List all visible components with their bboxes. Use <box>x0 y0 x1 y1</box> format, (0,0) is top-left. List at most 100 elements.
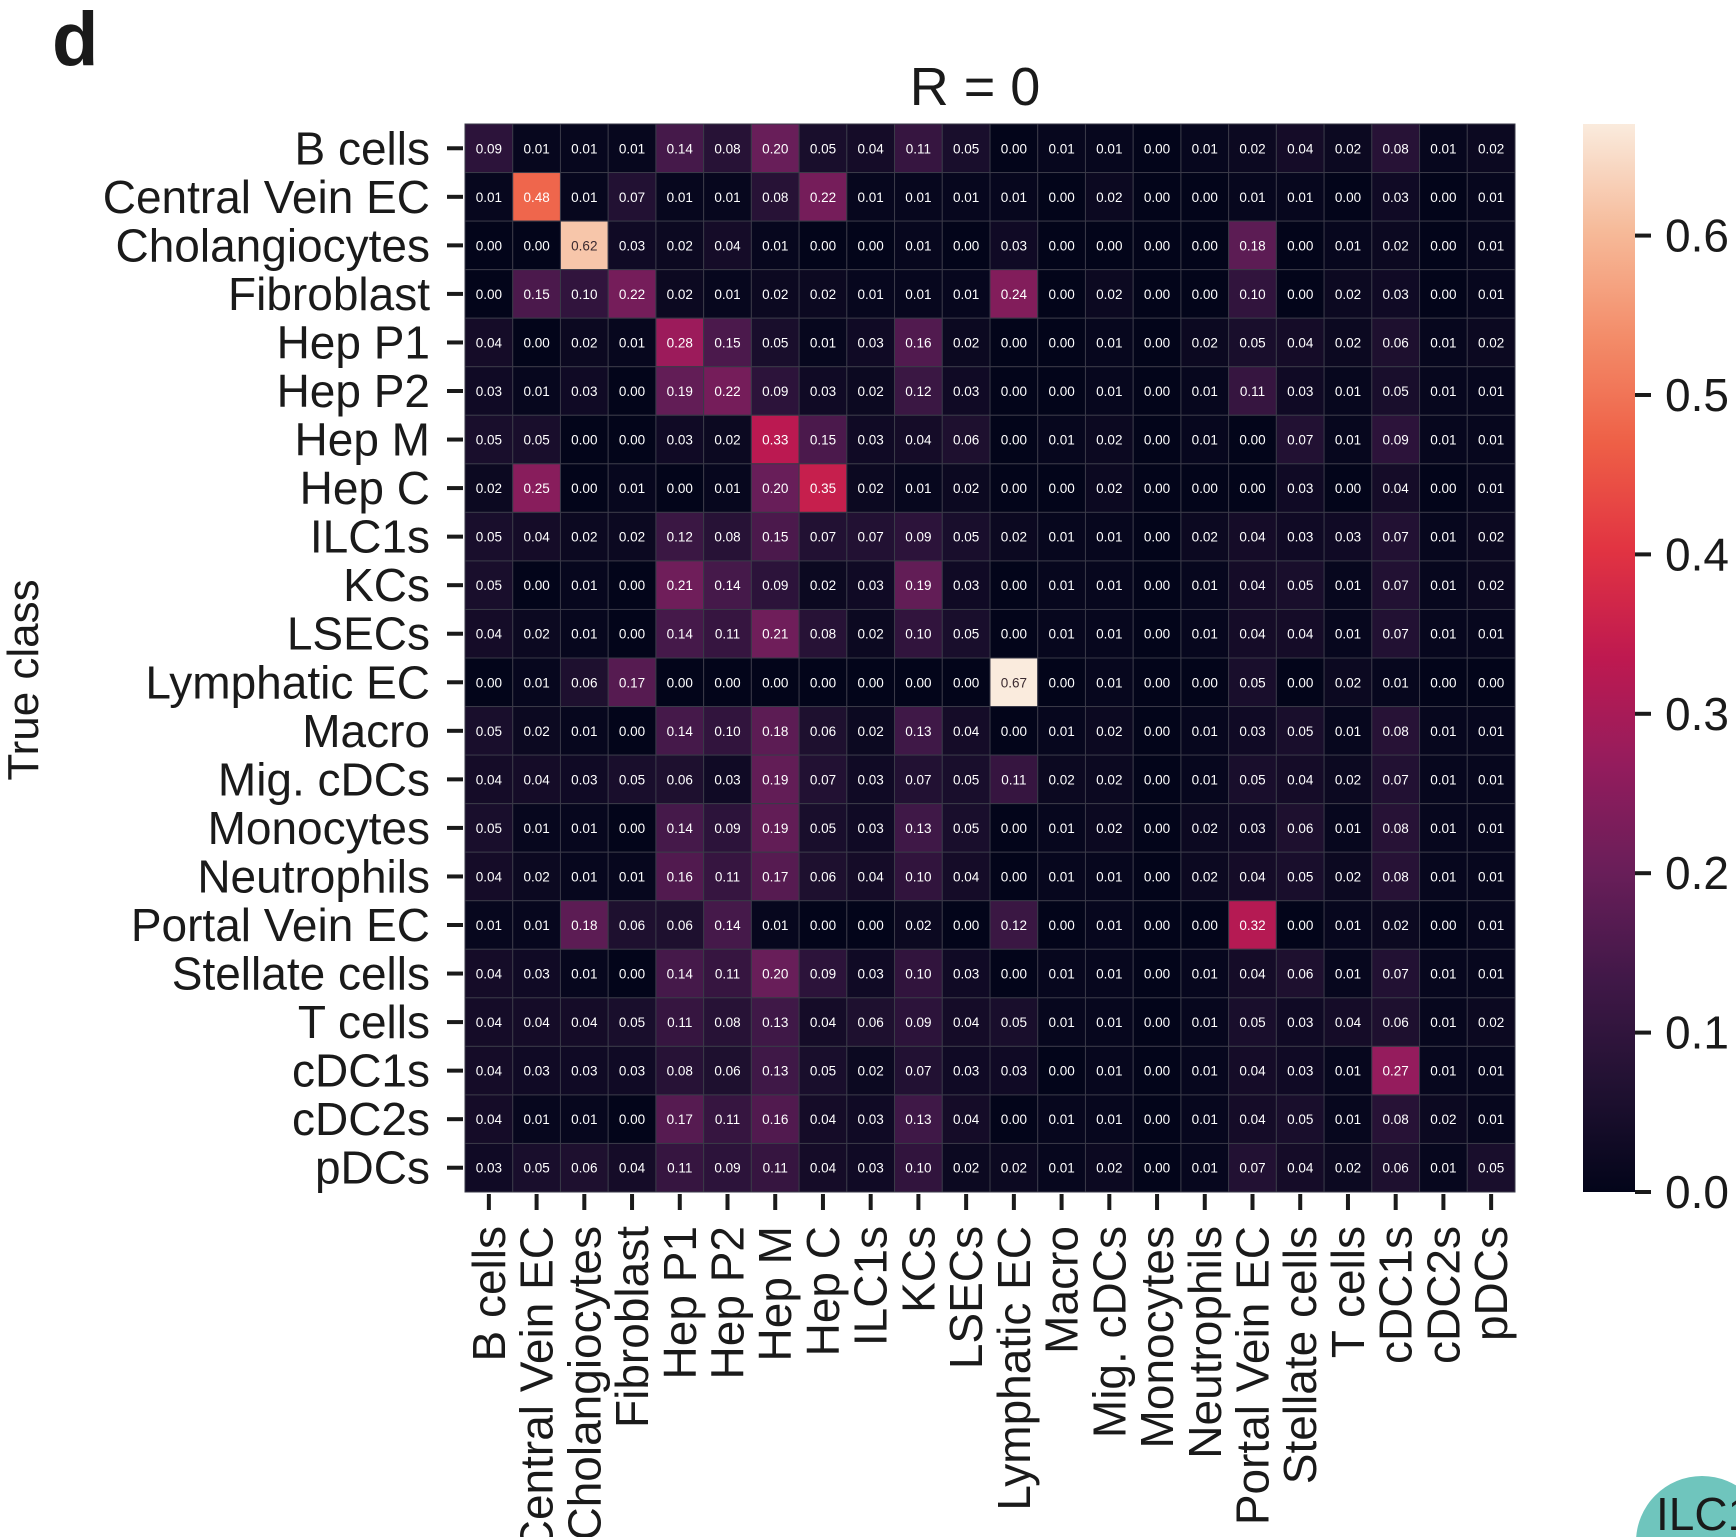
heatmap-cell <box>655 511 705 562</box>
heatmap-cell <box>798 900 848 950</box>
cell-value-label: 0.11 <box>715 869 740 884</box>
cell-value-label: 0.02 <box>905 918 931 933</box>
heatmap-cell <box>1228 220 1277 271</box>
heatmap-cell <box>1419 560 1468 610</box>
cell-value-label: 0.11 <box>715 1112 740 1127</box>
x-tick-label: Central Vein EC <box>511 1226 563 1537</box>
cell-value-label: 0.02 <box>762 287 788 302</box>
cell-value-label: 0.02 <box>1001 1161 1027 1176</box>
cell-value-label: 0.01 <box>523 821 549 836</box>
cell-value-label: 0.04 <box>1287 627 1314 642</box>
cell-value-label: 0.01 <box>571 1112 597 1127</box>
cell-value-label: 0.22 <box>810 190 836 205</box>
heatmap-cell <box>1466 851 1516 902</box>
y-tick-label: LSECs <box>287 608 430 660</box>
heatmap-cell <box>559 754 609 805</box>
cell-value-label: 0.04 <box>953 724 980 739</box>
cell-value-label: 0.01 <box>1335 821 1361 836</box>
cell-value-label: 0.01 <box>1192 1161 1218 1176</box>
cell-value-label: 0.02 <box>1192 530 1218 545</box>
cell-value-label: 0.01 <box>1096 141 1122 156</box>
cell-value-label: 0.05 <box>1478 1161 1504 1176</box>
cell-value-label: 0.00 <box>619 384 645 399</box>
heatmap-cell <box>1275 366 1325 416</box>
cell-value-label: 0.02 <box>858 627 884 642</box>
heatmap-cell <box>655 220 705 271</box>
heatmap-cell <box>750 1142 800 1193</box>
cell-value-label: 0.01 <box>1048 724 1074 739</box>
cell-value-label: 0.02 <box>1335 772 1361 787</box>
heatmap-cell <box>1275 123 1325 174</box>
heatmap-cell <box>1466 560 1516 610</box>
cell-value-label: 0.04 <box>523 772 550 787</box>
cell-value-label: 0.04 <box>810 1112 837 1127</box>
cell-value-label: 0.04 <box>1383 481 1410 496</box>
heatmap-cell <box>1037 366 1086 416</box>
heatmap-cell <box>750 657 800 708</box>
cell-value-label: 0.04 <box>476 1112 503 1127</box>
cell-value-label: 0.01 <box>1335 724 1361 739</box>
cell-value-label: 0.02 <box>1096 821 1122 836</box>
cell-value-label: 0.05 <box>953 141 979 156</box>
heatmap-cell <box>1180 560 1230 610</box>
cell-value-label: 0.25 <box>523 481 549 496</box>
heatmap-cell <box>703 1094 752 1144</box>
cell-value-label: 0.01 <box>1048 141 1074 156</box>
heatmap-cell <box>464 948 514 999</box>
heatmap-cell <box>1371 706 1421 756</box>
heatmap-cell <box>1132 608 1182 659</box>
cell-value-label: 0.06 <box>714 1064 740 1079</box>
cell-value-label: 0.04 <box>714 238 741 253</box>
x-tick-label: pDCs <box>1465 1226 1517 1341</box>
heatmap-cell <box>1228 851 1277 902</box>
cell-value-label: 0.11 <box>763 1161 788 1176</box>
heatmap-cell <box>1419 706 1468 756</box>
cell-value-label: 0.00 <box>1430 190 1456 205</box>
heatmap-cell <box>1466 1142 1516 1193</box>
heatmap-cell <box>559 511 609 562</box>
cell-value-label: 0.00 <box>1239 433 1265 448</box>
cell-value-label: 0.21 <box>762 627 788 642</box>
heatmap-cell <box>989 511 1039 562</box>
x-tick-label: KCs <box>892 1226 944 1313</box>
heatmap-cell <box>941 511 991 562</box>
heatmap-cell <box>798 657 848 708</box>
heatmap-cell <box>703 123 752 174</box>
heatmap-cell <box>703 1142 752 1193</box>
cell-value-label: 0.00 <box>1430 287 1456 302</box>
heatmap-cell <box>1037 511 1086 562</box>
cell-value-label: 0.09 <box>476 141 502 156</box>
cell-value-label: 0.05 <box>476 530 502 545</box>
heatmap-cell <box>1466 123 1516 174</box>
heatmap-cell <box>941 706 991 756</box>
heatmap-cell <box>941 414 991 465</box>
cell-value-label: 0.04 <box>858 869 885 884</box>
heatmap-cell <box>1132 1142 1182 1193</box>
y-axis-label: True class <box>0 579 48 780</box>
cell-value-label: 0.01 <box>714 190 740 205</box>
heatmap-cell <box>1323 269 1373 319</box>
cell-value-label: 0.17 <box>667 1112 693 1127</box>
cell-value-label: 0.01 <box>1192 384 1218 399</box>
heatmap-cell <box>750 317 800 368</box>
heatmap-cell <box>464 511 514 562</box>
cell-value-label: 0.02 <box>858 1064 884 1079</box>
heatmap-cell <box>1180 608 1230 659</box>
heatmap-cell <box>1228 123 1277 174</box>
cell-value-label: 0.03 <box>1239 724 1265 739</box>
y-tick-label: pDCs <box>315 1142 430 1194</box>
cell-value-label: 0.01 <box>1478 627 1504 642</box>
heatmap-cell <box>894 997 943 1047</box>
heatmap-cell <box>1275 1142 1325 1193</box>
cell-value-label: 0.08 <box>1383 869 1409 884</box>
heatmap-cell <box>846 220 896 271</box>
cell-value-label: 0.13 <box>762 1015 788 1030</box>
heatmap-cell <box>798 366 848 416</box>
cell-value-label: 0.02 <box>1096 433 1122 448</box>
heatmap-cell <box>1466 1045 1516 1096</box>
heatmap-cell <box>1084 172 1134 222</box>
heatmap-cell <box>989 560 1039 610</box>
heatmap-cell <box>559 366 609 416</box>
y-tick-label: T cells <box>298 996 430 1048</box>
heatmap-cell <box>512 269 561 319</box>
